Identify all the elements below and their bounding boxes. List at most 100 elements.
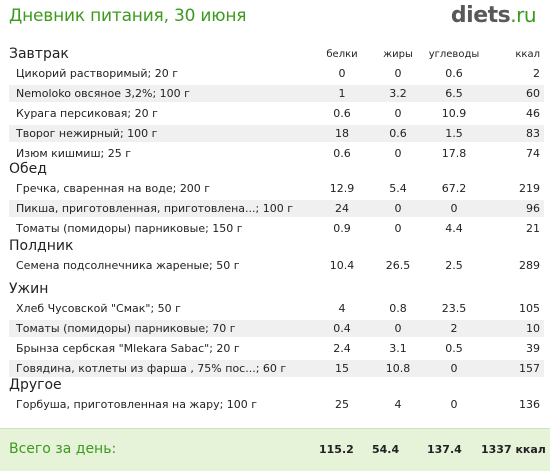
protein-value: 2.4 xyxy=(333,342,351,355)
food-row[interactable]: Томаты (помидоры) парниковые; 70 г 0.4 0 2 1… xyxy=(9,320,544,337)
food-row[interactable]: Хлеб Чусовской "Смак"; 50 г 4 0.8 23.5 105 xyxy=(9,300,544,317)
food-name: Томаты (помидоры) парниковые; 150 г xyxy=(16,222,243,235)
protein-value: 10.4 xyxy=(329,259,355,272)
meal-heading: Обед xyxy=(9,161,47,177)
page-title: Дневник питания, 30 июня xyxy=(9,6,247,26)
column-header-fat: жиры xyxy=(383,49,413,60)
food-row[interactable]: Брынза сербская "Mlekara Sabac"; 20 г 2.4… xyxy=(9,340,544,357)
food-row[interactable]: Творог нежирный; 100 г 18 0.6 1.5 83 xyxy=(9,125,544,142)
protein-value: 12.9 xyxy=(329,182,355,195)
carbs-value: 2 xyxy=(450,322,458,335)
kcal-value: 219 xyxy=(519,182,540,195)
fat-value: 3.1 xyxy=(389,342,407,355)
protein-value: 15 xyxy=(335,362,349,375)
logo-tld: .ru xyxy=(510,3,536,27)
fat-value: 10.8 xyxy=(385,362,411,375)
totals-label: Всего за день: xyxy=(9,441,117,457)
column-header-kcal: ккал xyxy=(515,49,540,60)
food-row[interactable]: Говядина, котлеты из фарша , 75% пос...;… xyxy=(9,360,544,377)
food-row[interactable]: Nemoloko овсяное 3,2%; 100 г 1 3.2 6.5 60 xyxy=(9,85,544,102)
carbs-value: 4.4 xyxy=(445,222,463,235)
total-protein: 115.2 xyxy=(319,443,354,456)
fat-value: 4 xyxy=(394,398,402,411)
column-header-protein: белки xyxy=(326,49,358,60)
food-row[interactable]: Изюм кишмиш; 25 г 0.6 0 17.8 74 xyxy=(9,145,544,162)
protein-value: 0.6 xyxy=(333,107,351,120)
food-name: Изюм кишмиш; 25 г xyxy=(16,147,131,160)
carbs-value: 23.5 xyxy=(441,302,467,315)
carbs-value: 0.5 xyxy=(445,342,463,355)
kcal-value: 105 xyxy=(519,302,540,315)
protein-value: 0.9 xyxy=(333,222,351,235)
site-logo[interactable]: diets.ru xyxy=(450,3,537,28)
fat-value: 0 xyxy=(394,147,402,160)
kcal-value: 74 xyxy=(526,147,540,160)
protein-value: 25 xyxy=(335,398,349,411)
carbs-value: 0 xyxy=(450,202,458,215)
total-carbs: 137.4 xyxy=(427,443,462,456)
food-name: Хлеб Чусовской "Смак"; 50 г xyxy=(16,302,181,315)
total-kcal: 1337 ккал xyxy=(481,443,546,456)
fat-value: 0 xyxy=(394,202,402,215)
kcal-value: 39 xyxy=(526,342,540,355)
food-row[interactable]: Горбуша, приготовленная на жару; 100 г 25… xyxy=(9,396,544,413)
total-fat: 54.4 xyxy=(372,443,400,456)
kcal-value: 96 xyxy=(526,202,540,215)
protein-value: 4 xyxy=(338,302,346,315)
meal-heading: Завтрак xyxy=(9,46,69,62)
daily-totals: Всего за день: 115.2 54.4 137.4 1337 кка… xyxy=(0,428,550,471)
protein-value: 0.4 xyxy=(333,322,351,335)
carbs-value: 17.8 xyxy=(441,147,467,160)
food-name: Nemoloko овсяное 3,2%; 100 г xyxy=(16,87,190,100)
fat-value: 26.5 xyxy=(385,259,411,272)
kcal-value: 60 xyxy=(526,87,540,100)
carbs-value: 67.2 xyxy=(441,182,467,195)
fat-value: 0 xyxy=(394,222,402,235)
food-name: Пикша, приготовленная, приготовлена...; … xyxy=(16,202,293,215)
kcal-value: 10 xyxy=(526,322,540,335)
food-name: Гречка, сваренная на воде; 200 г xyxy=(16,182,211,195)
logo-main: diets xyxy=(450,3,511,28)
food-row[interactable]: Пикша, приготовленная, приготовлена...; … xyxy=(9,200,544,217)
meal-heading: Другое xyxy=(9,377,62,393)
meal-heading: Ужин xyxy=(9,281,49,297)
carbs-value: 6.5 xyxy=(445,87,463,100)
food-row[interactable]: Томаты (помидоры) парниковые; 150 г 0.9 0 4… xyxy=(9,220,544,237)
kcal-value: 83 xyxy=(526,127,540,140)
food-name: Говядина, котлеты из фарша , 75% пос...;… xyxy=(16,362,287,375)
food-row[interactable]: Гречка, сваренная на воде; 200 г 12.9 5.4 6… xyxy=(9,180,544,197)
carbs-value: 10.9 xyxy=(441,107,467,120)
protein-value: 24 xyxy=(335,202,349,215)
food-name: Брынза сербская "Mlekara Sabac"; 20 г xyxy=(16,342,240,355)
column-header-carbs: углеводы xyxy=(428,49,480,60)
food-row[interactable]: Курага персиковая; 20 г 0.6 0 10.9 46 xyxy=(9,105,544,122)
carbs-value: 0.6 xyxy=(445,67,463,80)
header: Дневник питания, 30 июня diets.ru xyxy=(0,0,550,34)
food-name: Томаты (помидоры) парниковые; 70 г xyxy=(16,322,236,335)
kcal-value: 289 xyxy=(519,259,540,272)
kcal-value: 136 xyxy=(519,398,540,411)
carbs-value: 0 xyxy=(450,362,458,375)
fat-value: 0 xyxy=(394,322,402,335)
fat-value: 0.6 xyxy=(389,127,407,140)
kcal-value: 157 xyxy=(519,362,540,375)
fat-value: 0 xyxy=(394,107,402,120)
fat-value: 0 xyxy=(394,67,402,80)
kcal-value: 2 xyxy=(533,67,540,80)
food-name: Горбуша, приготовленная на жару; 100 г xyxy=(16,398,258,411)
carbs-value: 1.5 xyxy=(445,127,463,140)
fat-value: 3.2 xyxy=(389,87,407,100)
protein-value: 0 xyxy=(338,67,346,80)
carbs-value: 2.5 xyxy=(445,259,463,272)
kcal-value: 46 xyxy=(526,107,540,120)
meal-heading: Полдник xyxy=(9,238,74,254)
food-row[interactable]: Цикорий растворимый; 20 г 0 0 0.6 2 xyxy=(9,65,544,82)
protein-value: 0.6 xyxy=(333,147,351,160)
food-name: Творог нежирный; 100 г xyxy=(16,127,158,140)
food-name: Цикорий растворимый; 20 г xyxy=(16,67,178,80)
fat-value: 0.8 xyxy=(389,302,407,315)
fat-value: 5.4 xyxy=(389,182,407,195)
food-row[interactable]: Семена подсолнечника жареные; 50 г 10.4 26… xyxy=(9,257,544,274)
kcal-value: 21 xyxy=(526,222,540,235)
protein-value: 18 xyxy=(335,127,349,140)
